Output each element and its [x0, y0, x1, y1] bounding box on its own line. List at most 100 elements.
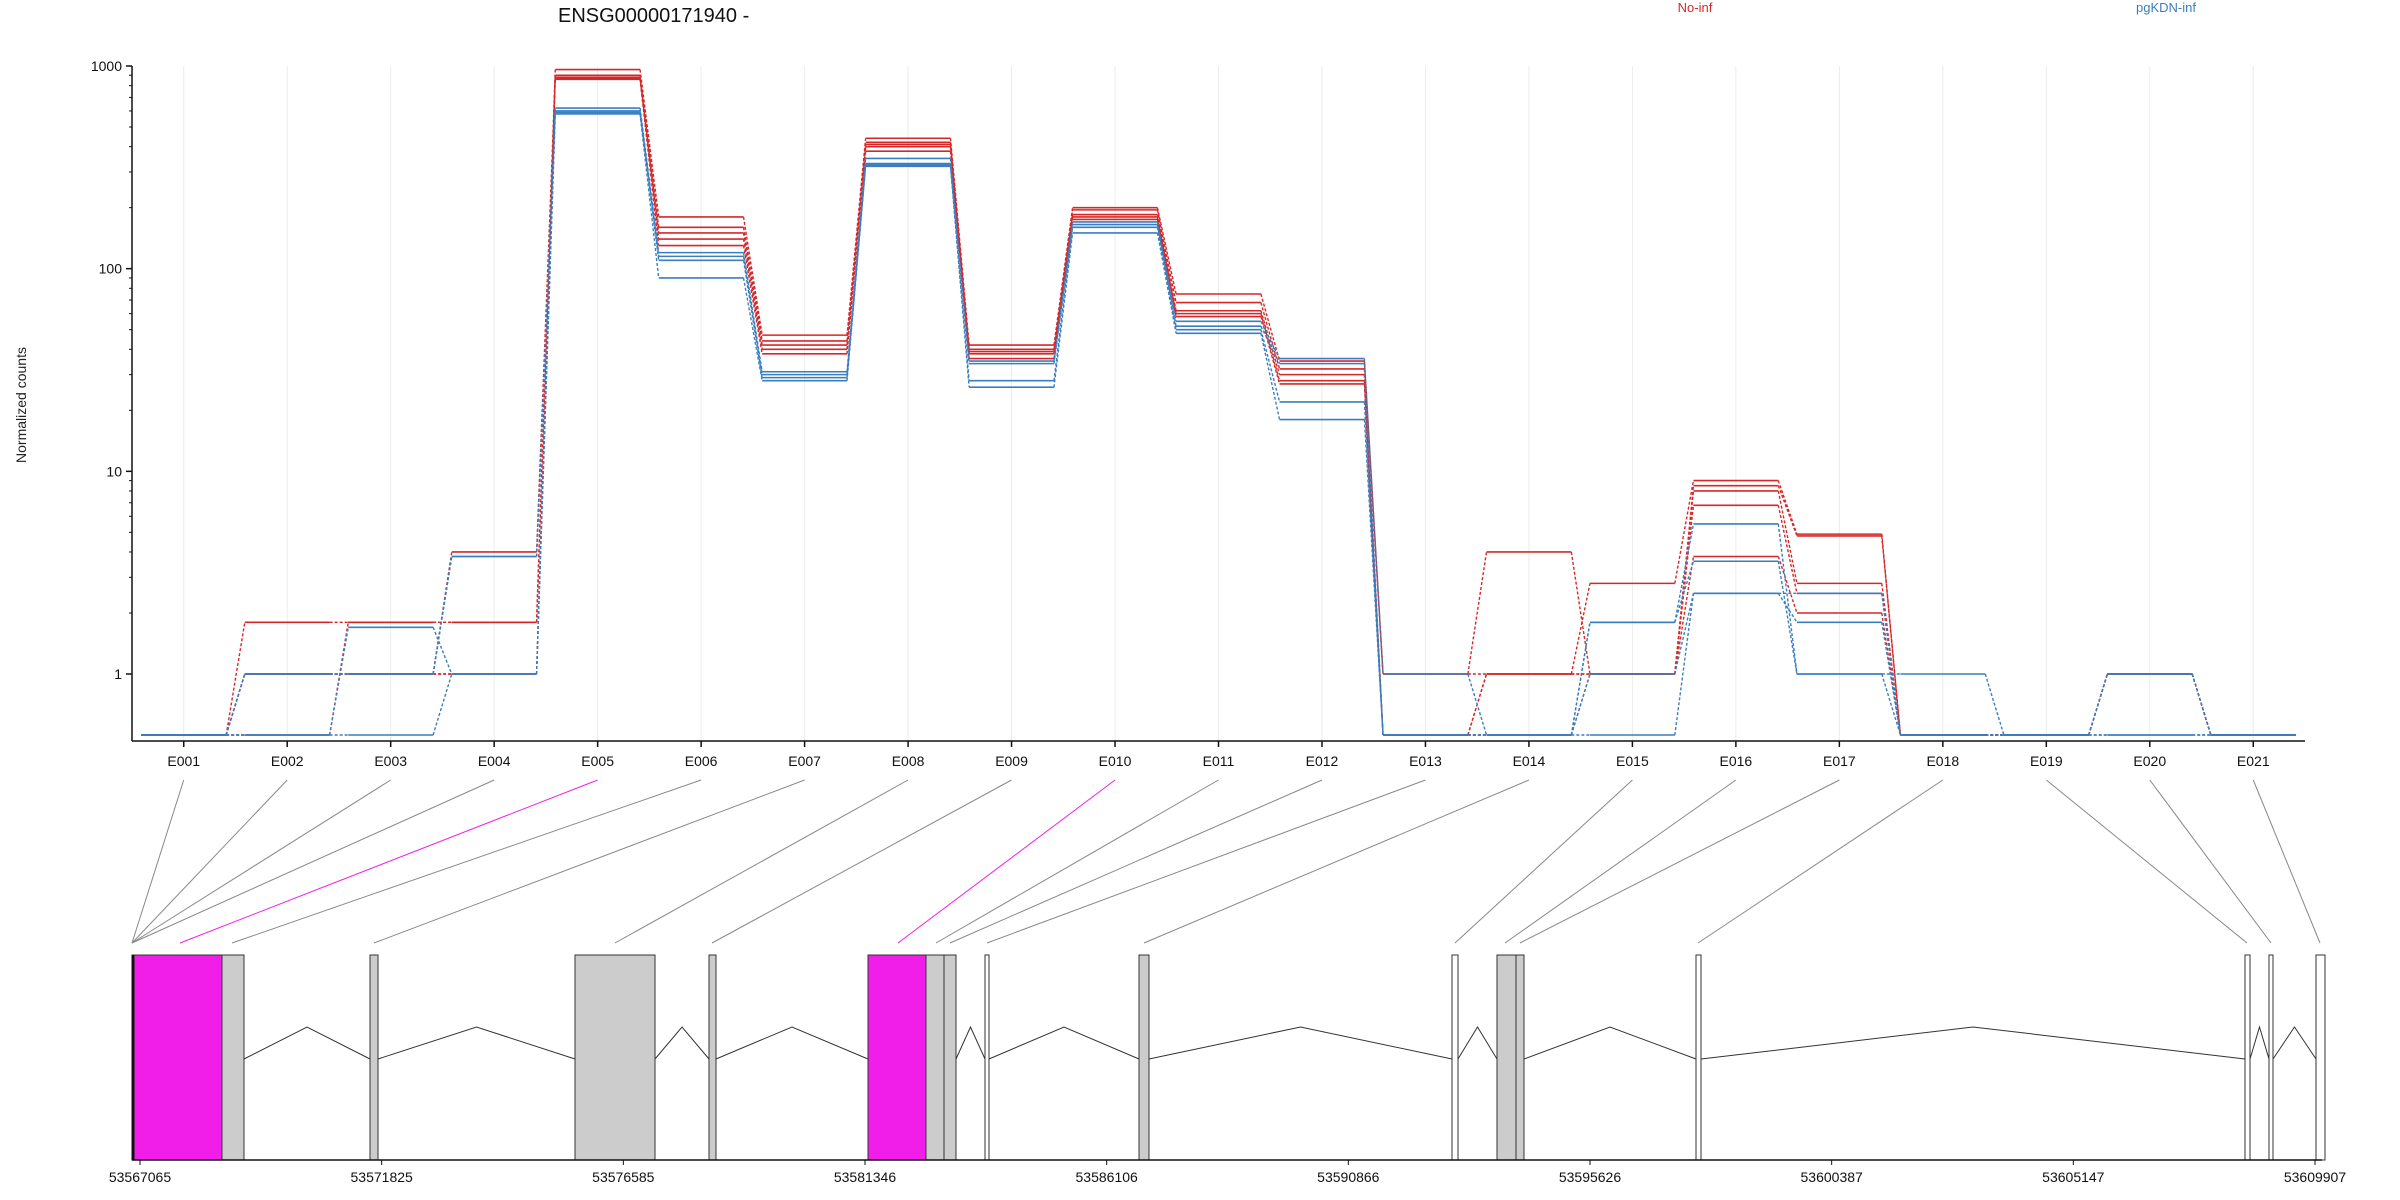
- x-tick-label: E004: [478, 753, 511, 769]
- series-connector: [432, 673, 453, 736]
- x-tick-label: E009: [995, 753, 1028, 769]
- coord-tick-label: 53581346: [834, 1169, 897, 1185]
- series-connector: [1881, 535, 1902, 736]
- intron-line: [2272, 1026, 2317, 1060]
- x-tick-label: E020: [2133, 753, 2166, 769]
- series-connector: [1053, 224, 1074, 364]
- series-connector: [535, 110, 556, 557]
- coord-tick-label: 53571825: [351, 1169, 414, 1185]
- series-connector: [1053, 216, 1074, 354]
- exon-connector: [935, 779, 1219, 944]
- x-tick-label: E013: [1409, 753, 1442, 769]
- exon-connector: [1504, 779, 1737, 944]
- series-connector: [2191, 673, 2212, 736]
- y-tick-label: 10: [106, 463, 122, 479]
- series-connector: [1156, 219, 1177, 317]
- y-tick-label: 100: [99, 261, 123, 277]
- series-connector: [846, 166, 867, 381]
- series-connector: [1674, 505, 1695, 675]
- exon-block: [2315, 954, 2326, 1161]
- legend: No-inf pgKDN-inf: [1678, 0, 2197, 15]
- series-connector: [328, 627, 349, 736]
- intron-line: [988, 1026, 1140, 1060]
- series-connector: [742, 277, 763, 381]
- y-tick-label: 1: [114, 666, 122, 682]
- series-connector: [846, 138, 867, 336]
- x-tick-label: E018: [1926, 753, 1959, 769]
- series-connector: [1363, 363, 1384, 736]
- coord-tick-label: 53576585: [592, 1169, 655, 1185]
- x-tick-label: E015: [1616, 753, 1649, 769]
- exon-block: [574, 954, 656, 1161]
- series-connector: [1260, 293, 1281, 362]
- exon-connector: [949, 779, 1323, 944]
- series-connector: [1674, 561, 1695, 623]
- x-tick-label: E002: [271, 753, 304, 769]
- series-connector: [225, 622, 246, 736]
- series-connector: [742, 232, 763, 346]
- x-tick-label: E016: [1720, 753, 1753, 769]
- series-connector: [1156, 224, 1177, 327]
- y-tick-label: 1000: [91, 58, 122, 74]
- y-axis-label: Normalized counts: [13, 347, 29, 463]
- series-connector: [949, 164, 970, 381]
- series-connector: [1777, 485, 1798, 537]
- exon-block: [2244, 954, 2251, 1161]
- series-connector: [1260, 320, 1281, 359]
- series-connector: [742, 238, 763, 350]
- exon-block: [1695, 954, 1702, 1161]
- exon-connector: [179, 779, 598, 944]
- series-connector: [1363, 361, 1384, 675]
- series-connector: [1570, 673, 1591, 736]
- exon-connector: [1519, 779, 1840, 944]
- intron-line: [955, 1025, 986, 1060]
- series-connector: [225, 673, 246, 736]
- coord-tick-label: 53595626: [1559, 1169, 1622, 1185]
- series-pgkdn-inf-8: [141, 113, 2296, 736]
- coord-tick-label: 53609907: [2284, 1169, 2347, 1185]
- exon-connector: [897, 779, 1116, 944]
- series-connector: [2088, 673, 2109, 736]
- intron-line: [377, 1026, 576, 1060]
- x-tick-label: E011: [1203, 753, 1235, 769]
- gene-model: 53567065 53571825 53576585 53581346 53586106…: [109, 779, 2347, 1185]
- x-tick-label: E014: [1513, 753, 1546, 769]
- intron-line: [1700, 1026, 2246, 1060]
- x-tick-label: E012: [1306, 753, 1339, 769]
- exon-block: [131, 954, 223, 1161]
- exon-block: [867, 954, 927, 1161]
- exon-connector: [131, 779, 288, 944]
- series-connector: [1777, 490, 1798, 584]
- series-connector: [1777, 561, 1798, 675]
- series-connector: [639, 79, 660, 246]
- series-connector: [432, 627, 453, 675]
- series-connector: [1570, 583, 1591, 675]
- exon-block: [1515, 954, 1525, 1161]
- coord-tick-label: 53590866: [1317, 1169, 1380, 1185]
- series-connector: [1674, 480, 1695, 584]
- intron-line: [715, 1026, 869, 1060]
- series-connector: [846, 151, 867, 354]
- series-connector: [742, 245, 763, 354]
- series-connector: [1156, 216, 1177, 314]
- x-tick-label: E021: [2237, 753, 2270, 769]
- series-connector: [1260, 329, 1281, 403]
- series-connector: [1467, 673, 1488, 736]
- exon-connector: [2252, 779, 2321, 944]
- coord-tick-label: 53600387: [1801, 1169, 1864, 1185]
- exon-connector: [711, 779, 1012, 944]
- exon-block: [984, 954, 990, 1161]
- legend-label-no-inf: No-inf: [1678, 0, 1713, 15]
- intron-line: [243, 1026, 371, 1060]
- series-connector: [1777, 592, 1798, 623]
- series-connector: [949, 163, 970, 364]
- exon-block: [2268, 954, 2274, 1161]
- intron-line: [1523, 1026, 1697, 1060]
- series-connector: [1674, 523, 1695, 623]
- exon-block: [369, 954, 379, 1161]
- series-connector: [1156, 227, 1177, 330]
- exon-connector: [231, 779, 702, 944]
- series-connector: [1777, 480, 1798, 535]
